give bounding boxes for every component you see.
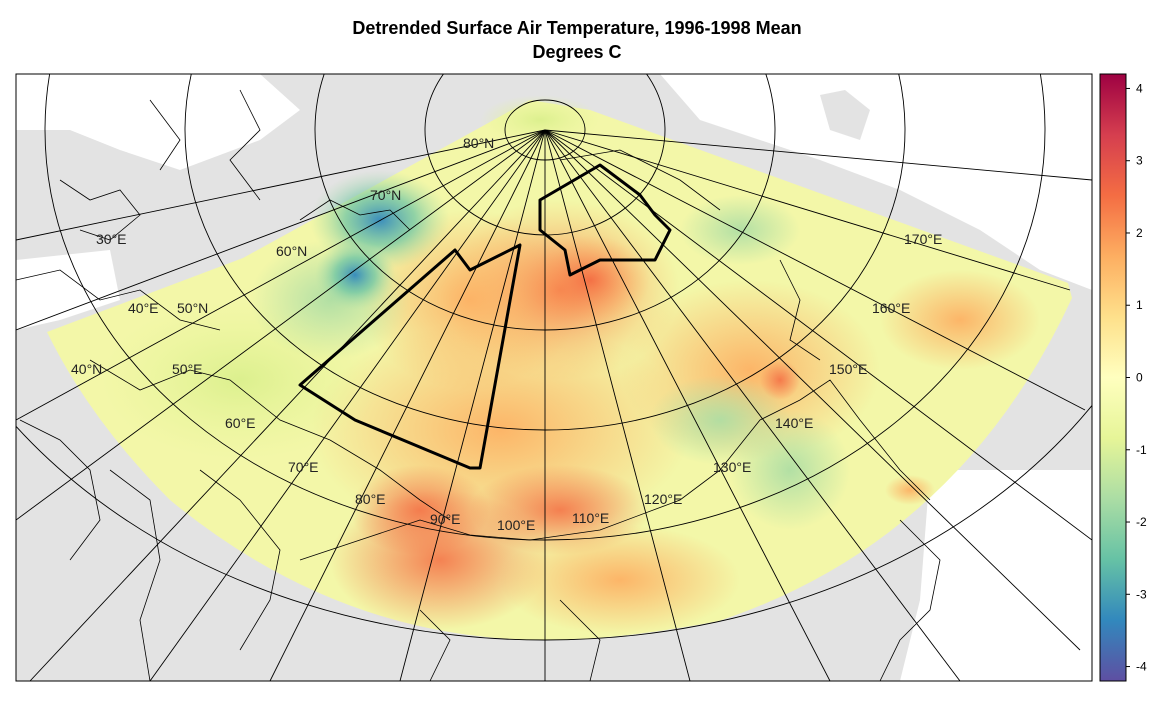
pacific-ocean xyxy=(900,470,1092,681)
map-subtitle-units: Degrees C xyxy=(532,42,622,62)
ocean-patch-west xyxy=(16,250,120,330)
colorbar-tick-label: -2 xyxy=(1136,515,1147,529)
colorbar-tick-label: 1 xyxy=(1136,298,1143,312)
colorbar-tick-label: -4 xyxy=(1136,660,1147,674)
colorbar-tick-label: 3 xyxy=(1136,154,1143,168)
lat-label-50n: 50°N xyxy=(177,300,208,316)
lon-label-150e: 150°E xyxy=(829,361,867,377)
graticule xyxy=(16,74,1092,681)
colorbar-tick-label: -1 xyxy=(1136,443,1147,457)
arctic-ocean-east xyxy=(660,74,1092,290)
lat-label-70n: 70°N xyxy=(370,187,401,203)
lon-label-120e: 120°E xyxy=(644,491,682,507)
lon-label-170e: 170°E xyxy=(904,231,942,247)
region-outline-west xyxy=(298,243,522,470)
map-title: Detrended Surface Air Temperature, 1996-… xyxy=(352,18,802,38)
lat-label-80n: 80°N xyxy=(463,135,494,151)
lon-label-50e: 50°E xyxy=(172,361,203,377)
lon-label-100e: 100°E xyxy=(497,517,535,533)
colorbar: 4 3 2 1 0 -1 -2 -3 -4 xyxy=(1099,73,1147,682)
lat-label-40n: 40°N xyxy=(71,361,102,377)
colorbar-tick-label: -3 xyxy=(1136,587,1147,601)
temperature-shading xyxy=(100,95,1040,635)
lon-label-130e: 130°E xyxy=(713,459,751,475)
country-borders xyxy=(16,89,941,681)
colorbar-gradient xyxy=(1099,73,1127,682)
region-outline-east xyxy=(538,163,672,277)
latitude-labels: 80°N 70°N 60°N 50°N 40°N xyxy=(71,135,494,377)
arctic-ocean-west xyxy=(16,74,300,170)
colorbar-tick-label: 4 xyxy=(1136,81,1143,95)
lon-label-60e: 60°E xyxy=(225,415,256,431)
lon-label-70e: 70°E xyxy=(288,459,319,475)
lon-label-40e: 40°E xyxy=(128,300,159,316)
colorbar-tick-label: 2 xyxy=(1136,226,1143,240)
lon-label-160e: 160°E xyxy=(872,300,910,316)
lon-label-30e: 30°E xyxy=(96,231,127,247)
map-frame xyxy=(15,73,1093,682)
island-east xyxy=(820,90,870,140)
longitude-labels: 30°E 40°E 50°E 60°E 70°E 80°E 90°E 100°E… xyxy=(96,231,942,533)
colorbar-tick-label: 0 xyxy=(1136,371,1143,385)
lon-label-110e: 110°E xyxy=(572,510,609,526)
lon-label-140e: 140°E xyxy=(775,415,813,431)
lon-label-90e: 90°E xyxy=(430,511,461,527)
lat-label-60n: 60°N xyxy=(276,243,307,259)
lon-label-80e: 80°E xyxy=(355,491,386,507)
